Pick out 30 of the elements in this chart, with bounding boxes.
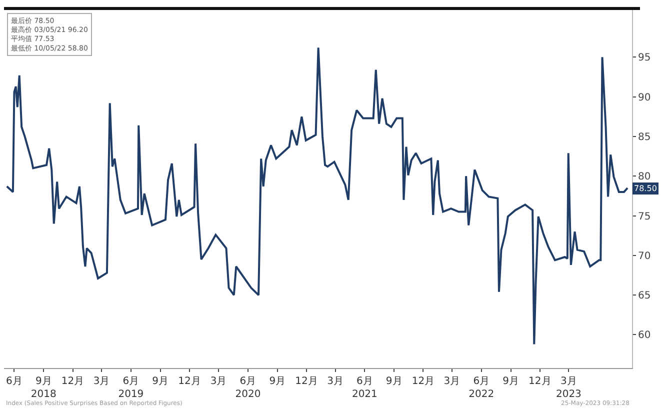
- x-tick-label: 9月: [152, 376, 169, 387]
- y-tick-label: 60: [638, 330, 651, 342]
- x-tick-label: 6月 2020: [235, 376, 261, 400]
- y-tick-label: 80: [638, 172, 651, 183]
- y-tick-label: 95: [638, 52, 651, 64]
- y-tick-label: 65: [638, 290, 651, 302]
- x-tick-label: 12月: [61, 376, 84, 387]
- x-tick-label: 9月: [269, 376, 286, 387]
- y-tick-label: 70: [638, 250, 651, 262]
- x-tick-label: 9月 2018: [30, 376, 56, 400]
- x-tick-label: 3月 2023: [556, 376, 582, 400]
- x-tick-label: 3月: [210, 376, 227, 387]
- x-tick-label: 9月: [386, 376, 402, 387]
- x-tick-label: 3月: [444, 376, 460, 387]
- x-tick-label: 12月: [178, 376, 201, 387]
- line-series: [6, 46, 629, 346]
- annotation: 78.50: [634, 184, 657, 193]
- x-tick-label: 6月 2021: [352, 376, 378, 400]
- y-tick-label: 85: [638, 132, 651, 143]
- x-tick-label: 12月: [412, 376, 435, 387]
- y-tick-label: 90: [638, 92, 651, 104]
- x-tick-label: 12月: [295, 376, 318, 387]
- x-tick-label: 6月 2019: [118, 376, 144, 400]
- x-tick-label: 9月: [502, 376, 519, 387]
- x-tick-label: 12月: [528, 376, 552, 387]
- x-tick-label: 6月 2022: [468, 376, 494, 400]
- x-tick-label: 6月: [6, 376, 22, 387]
- x-tick-label: 3月: [93, 376, 110, 387]
- x-tick-label: 3月: [327, 376, 344, 387]
- y-tick-label: 75: [638, 211, 651, 222]
